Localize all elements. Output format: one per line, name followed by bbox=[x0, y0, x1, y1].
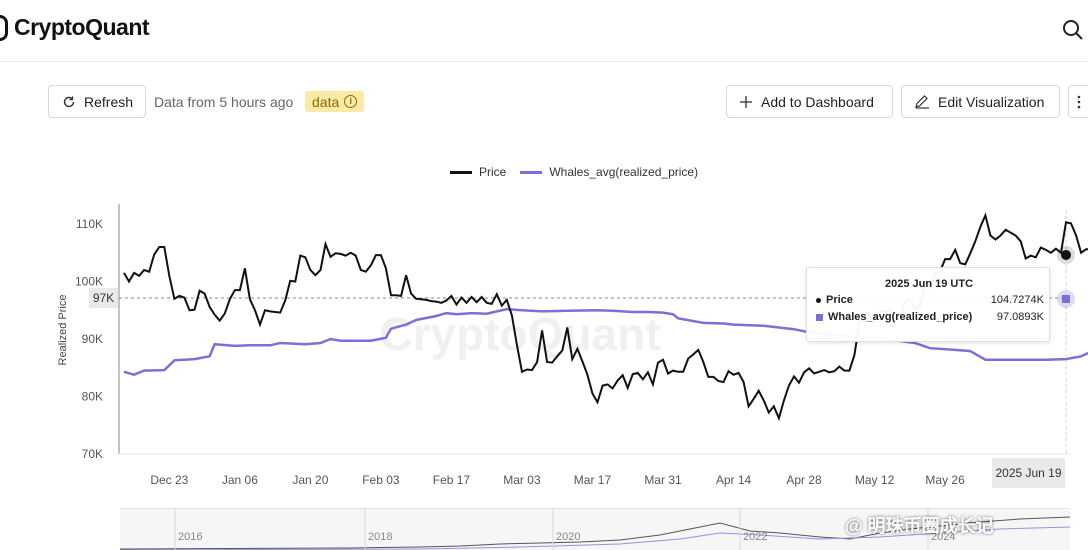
whales-marker bbox=[1057, 290, 1075, 308]
x-tick-label: Dec 23 bbox=[150, 473, 188, 487]
x-tick-label: Mar 03 bbox=[503, 473, 541, 487]
x-tick-label: Apr 28 bbox=[786, 473, 822, 487]
navigator-year-label: 2016 bbox=[178, 531, 203, 543]
x-tick-label: May 12 bbox=[855, 473, 895, 487]
range-navigator[interactable]: 2016 2018 2020 2022 2024 bbox=[120, 508, 1070, 550]
price-dot-icon bbox=[816, 297, 821, 303]
tooltip-series-value: 97.0893K bbox=[996, 311, 1044, 323]
add-to-dashboard-label: Add to Dashboard bbox=[761, 93, 874, 110]
y-tick-label: 100K bbox=[75, 275, 103, 289]
edit-visualization-label: Edit Visualization bbox=[938, 93, 1045, 110]
navigator-year-label: 2022 bbox=[743, 531, 768, 543]
refresh-button[interactable]: Refresh bbox=[48, 85, 146, 118]
author-watermark: @ 明珠币圈成长记 bbox=[845, 516, 994, 536]
y-tick-label: 80K bbox=[82, 390, 103, 404]
legend-label-price: Price bbox=[479, 165, 507, 179]
navigator-year-label: 2024 bbox=[931, 531, 956, 543]
navigator-year-label: 2018 bbox=[368, 531, 393, 543]
data-freshness-text: Data from 5 hours ago bbox=[154, 94, 294, 110]
line-chart[interactable]: CryptoQuant Realized Price 110K 100K 90K 80… bbox=[0, 190, 1088, 508]
tooltip-series-value: 104.7274K bbox=[990, 294, 1044, 306]
x-tick-label: Mar 17 bbox=[574, 473, 612, 487]
tooltip-row-whales: Whales_avg(realized_price) 97.0893K bbox=[816, 311, 1044, 323]
navigator-year-label: 2020 bbox=[556, 531, 581, 543]
refresh-label: Refresh bbox=[84, 93, 134, 110]
top-bar: CryptoQuant bbox=[0, 0, 1088, 62]
tooltip-title: 2025 Jun 19 UTC bbox=[884, 278, 974, 290]
x-tick-label: Jan 06 bbox=[222, 473, 258, 487]
legend-swatch-whales bbox=[520, 170, 543, 174]
legend-swatch-price bbox=[450, 170, 472, 174]
brand-name: CryptoQuant bbox=[14, 14, 150, 40]
pencil-icon bbox=[915, 94, 929, 109]
legend-item-price[interactable]: Price bbox=[450, 165, 506, 179]
search-icon[interactable] bbox=[1062, 19, 1084, 41]
x-tick-label: Feb 03 bbox=[362, 473, 400, 487]
tooltip-series-name: Price bbox=[826, 294, 853, 306]
brand-mark-icon bbox=[0, 14, 8, 41]
crosshair-x-label: 2025 Jun 19 bbox=[992, 458, 1065, 488]
x-tick-label: Mar 31 bbox=[644, 473, 682, 487]
price-marker bbox=[1057, 246, 1075, 264]
more-options-button[interactable] bbox=[1068, 85, 1088, 118]
info-icon: i bbox=[344, 95, 358, 108]
data-badge[interactable]: data i bbox=[305, 91, 365, 112]
x-tick-label: Jan 20 bbox=[292, 473, 328, 487]
add-to-dashboard-button[interactable]: Add to Dashboard bbox=[726, 85, 893, 118]
chart-watermark: CryptoQuant bbox=[379, 308, 660, 360]
data-badge-label: data bbox=[312, 93, 340, 110]
x-tick-label: Feb 17 bbox=[433, 473, 471, 487]
navigator-sparkline bbox=[120, 509, 1070, 550]
tooltip-series-name: Whales_avg(realized_price) bbox=[828, 311, 973, 323]
legend-label-whales: Whales_avg(realized_price) bbox=[549, 165, 699, 179]
tooltip-row-price: Price 104.7274K bbox=[816, 294, 1044, 306]
brand-logo[interactable]: CryptoQuant bbox=[0, 14, 150, 41]
y-axis-title: Realized Price bbox=[57, 295, 69, 366]
toolbar: Refresh Data from 5 hours ago data i Add… bbox=[0, 84, 1088, 120]
plus-icon bbox=[740, 95, 752, 108]
series-line-whales bbox=[123, 307, 1088, 377]
y-tick-label: 90K bbox=[82, 332, 103, 346]
crosshair-y-label: 97K bbox=[89, 288, 118, 308]
refresh-icon bbox=[63, 96, 75, 107]
more-icon bbox=[1077, 95, 1081, 108]
x-tick-label: May 26 bbox=[925, 473, 965, 487]
chart-tooltip: 2025 Jun 19 UTC Price 104.7274K Whales_a… bbox=[806, 267, 1050, 342]
series-line-price bbox=[123, 212, 1088, 422]
x-tick-label: Apr 14 bbox=[716, 473, 752, 487]
edit-visualization-button[interactable]: Edit Visualization bbox=[901, 85, 1060, 118]
whales-square-icon bbox=[816, 313, 823, 321]
y-tick-label: 70K bbox=[82, 447, 103, 461]
chart-legend: Price Whales_avg(realized_price) bbox=[450, 165, 712, 179]
y-tick-label: 110K bbox=[76, 217, 103, 231]
legend-item-whales[interactable]: Whales_avg(realized_price) bbox=[520, 165, 698, 179]
